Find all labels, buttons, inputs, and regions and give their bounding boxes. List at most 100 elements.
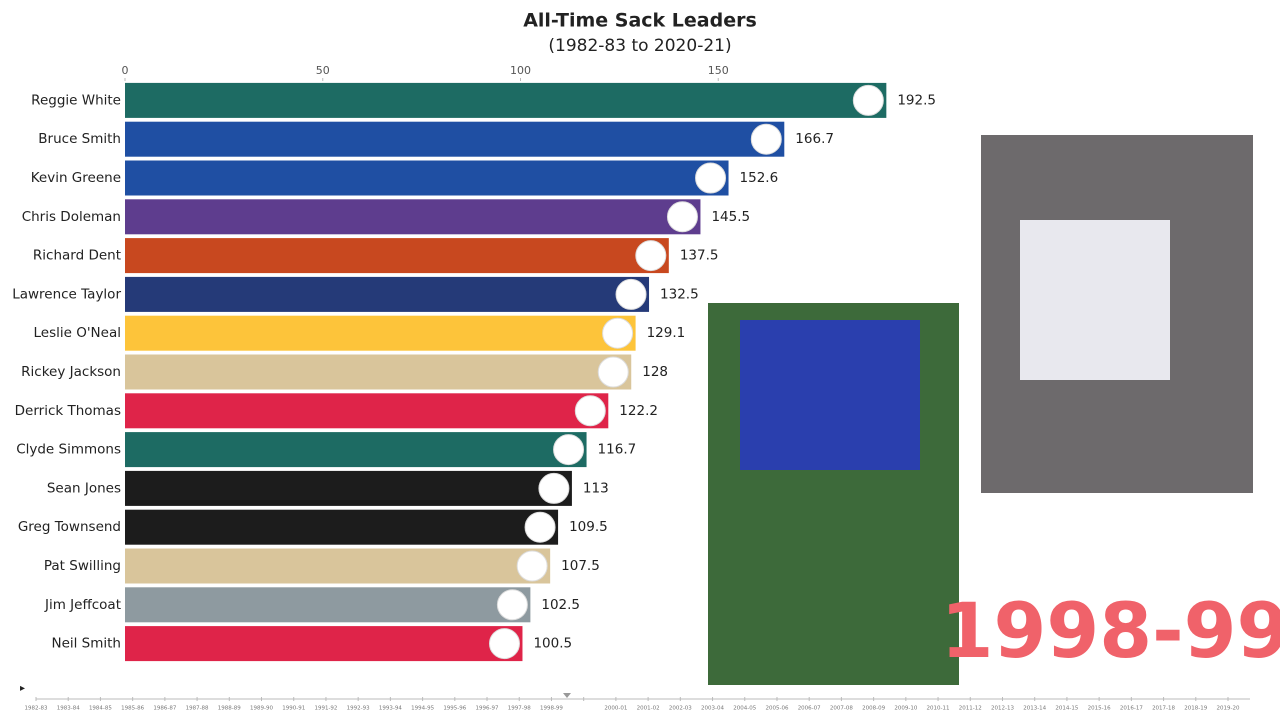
team-logo: [574, 395, 606, 427]
y-tick-label: Kevin Greene: [31, 170, 121, 186]
bar: [125, 276, 650, 312]
timeline-label: 2012-13: [991, 706, 1014, 712]
value-label: 113: [583, 480, 609, 496]
timeline-label: 2003-04: [701, 706, 724, 712]
value-label: 132.5: [660, 286, 699, 302]
value-label: 145.5: [711, 209, 750, 225]
x-tick-label: 100: [510, 64, 531, 77]
bar: [125, 393, 609, 429]
timeline-label: 2004-05: [733, 706, 756, 712]
team-logo: [852, 84, 884, 116]
team-logo: [750, 123, 782, 155]
team-logo: [615, 278, 647, 310]
timeline-label: 1988-89: [218, 706, 241, 712]
team-logo: [538, 472, 570, 504]
value-label: 129.1: [647, 325, 686, 341]
team-logo: [666, 201, 698, 233]
bar: [125, 354, 632, 390]
y-tick-label: Bruce Smith: [38, 131, 121, 147]
timeline-label: 1993-94: [379, 706, 402, 712]
bar: [125, 509, 559, 545]
timeline-label: 1989-90: [250, 706, 273, 712]
chart-subtitle: (1982-83 to 2020-21): [548, 36, 731, 56]
timeline-label: 2009-10: [894, 706, 917, 712]
x-tick-label: 150: [708, 64, 729, 77]
timeline-label: 2008-09: [862, 706, 885, 712]
timeline-label: 1986-87: [153, 706, 176, 712]
bar: [125, 121, 785, 157]
value-label: 100.5: [533, 636, 572, 652]
team-logo: [635, 240, 667, 272]
value-label: 152.6: [740, 170, 779, 186]
timeline-label: 2007-08: [830, 706, 853, 712]
timeline-marker[interactable]: [563, 693, 571, 698]
timeline-label: 1984-85: [89, 706, 112, 712]
timeline-label: 1987-88: [186, 706, 209, 712]
bar: [125, 238, 669, 274]
y-tick-label: Neil Smith: [51, 636, 121, 652]
timeline-label: 1983-84: [57, 706, 80, 712]
team-logo: [695, 162, 727, 194]
timeline-label: 2015-16: [1088, 706, 1111, 712]
player-photo-jersey: [1020, 220, 1170, 380]
timeline-label: 2013-14: [1023, 706, 1046, 712]
team-logo: [496, 589, 528, 621]
timeline-label: 1997-98: [508, 706, 531, 712]
team-logo: [553, 434, 585, 466]
team-logo: [597, 356, 629, 388]
y-tick-label: Richard Dent: [33, 248, 121, 264]
timeline-label: 1994-95: [411, 706, 434, 712]
value-label: 107.5: [561, 558, 600, 574]
y-tick-label: Derrick Thomas: [15, 403, 121, 419]
value-label: 192.5: [897, 92, 936, 108]
timeline-label: 1996-97: [476, 706, 499, 712]
timeline-label: 2002-03: [669, 706, 692, 712]
timeline-label: 2001-02: [637, 706, 660, 712]
y-tick-label: Reggie White: [31, 92, 121, 108]
bar: [125, 470, 572, 506]
timeline-label: 2011-12: [959, 706, 982, 712]
timeline-label: 1990-91: [282, 706, 305, 712]
player-photo-jersey: [740, 320, 920, 470]
timeline-label: 1992-93: [347, 706, 370, 712]
value-label: 166.7: [795, 131, 834, 147]
y-tick-label: Sean Jones: [47, 480, 121, 496]
x-tick-label: 50: [316, 64, 330, 77]
timeline-label: 2019-20: [1217, 706, 1240, 712]
y-tick-label: Greg Townsend: [18, 519, 121, 535]
timeline-label: 1998-99: [540, 706, 563, 712]
y-tick-label: Rickey Jackson: [21, 364, 121, 380]
team-logo: [524, 511, 556, 543]
value-label: 122.2: [619, 403, 658, 419]
timeline-label: 2010-11: [927, 706, 950, 712]
timeline-label: 1991-92: [314, 706, 337, 712]
bar: [125, 548, 551, 584]
value-label: 116.7: [598, 442, 637, 458]
bar: [125, 82, 887, 118]
x-tick-label: 0: [122, 64, 129, 77]
value-label: 109.5: [569, 519, 608, 535]
timeline-label: 2018-19: [1184, 706, 1207, 712]
timeline-label: 2000-01: [604, 706, 627, 712]
value-label: 137.5: [680, 248, 719, 264]
chart-title: All-Time Sack Leaders: [523, 10, 757, 32]
team-logo: [488, 628, 520, 660]
y-tick-label: Pat Swilling: [44, 558, 121, 574]
team-logo: [602, 317, 634, 349]
play-button[interactable]: ▸: [20, 683, 25, 694]
bar: [125, 315, 636, 351]
value-label: 128: [642, 364, 668, 380]
y-tick-label: Lawrence Taylor: [12, 286, 121, 302]
bar: [125, 432, 587, 468]
timeline-label: 1995-96: [443, 706, 466, 712]
timeline-label: 2014-15: [1055, 706, 1078, 712]
timeline-label: 2017-18: [1152, 706, 1175, 712]
team-logo: [516, 550, 548, 582]
value-label: 102.5: [541, 597, 580, 613]
y-tick-label: Leslie O'Neal: [34, 325, 122, 341]
timeline-label: 2016-17: [1120, 706, 1143, 712]
bar: [125, 587, 531, 623]
period-label: 1998-99: [941, 586, 1280, 675]
y-tick-label: Jim Jeffcoat: [44, 597, 121, 613]
